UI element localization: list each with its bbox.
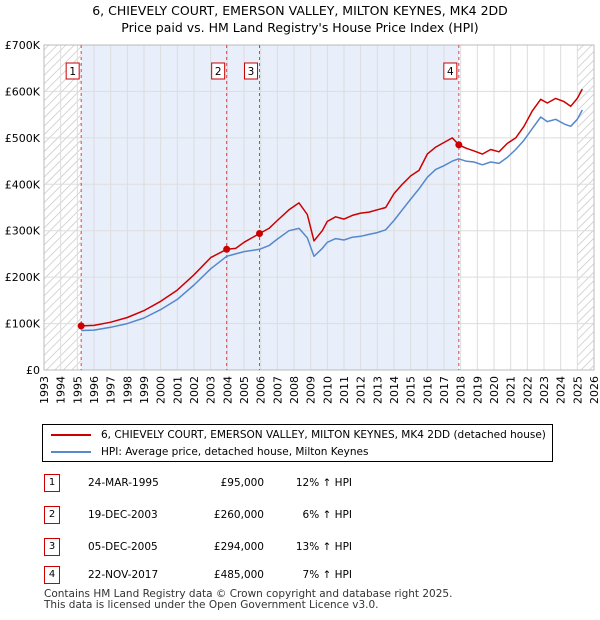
x-tick-label: 1997 <box>105 376 118 404</box>
y-tick-label: £400K <box>5 178 41 191</box>
transaction-hpi: 7% ↑ HPI <box>302 569 352 581</box>
transaction-badge: 2 <box>44 506 60 524</box>
transaction-date: 22-NOV-2017 <box>88 569 159 581</box>
sale-marker-badge <box>65 62 80 80</box>
x-tick-label: 2011 <box>338 376 351 404</box>
x-tick-label: 1994 <box>55 376 68 404</box>
x-tick-label: 2016 <box>421 376 434 404</box>
x-tick-label: 2007 <box>271 376 284 404</box>
legend-swatch-hpi <box>51 451 91 453</box>
y-tick-label: £700K <box>5 39 41 52</box>
x-tick-label: 1993 <box>38 376 51 404</box>
ownership-shading <box>81 45 460 370</box>
transaction-date: 05-DEC-2005 <box>88 541 158 553</box>
transaction-badge: 3 <box>44 538 60 556</box>
x-tick-label: 2001 <box>171 376 184 404</box>
x-tick-label: 2013 <box>371 376 384 404</box>
sale-point <box>256 230 263 237</box>
x-tick-label: 2012 <box>355 376 368 404</box>
plot-frame <box>43 44 595 371</box>
property-price-line <box>81 88 583 327</box>
footer-copyright: Contains HM Land Registry data © Crown c… <box>44 588 453 600</box>
sale-marker-badge <box>211 62 226 80</box>
sale-point <box>223 245 231 253</box>
x-tick-label: 2000 <box>155 376 168 404</box>
x-tick-label: 2002 <box>188 376 201 404</box>
x-tick-label: 2008 <box>288 376 301 404</box>
y-tick-label: £600K <box>5 85 41 98</box>
hpi-line <box>81 109 583 332</box>
transaction-price: £260,000 <box>213 509 264 521</box>
y-tick-label: £100K <box>5 318 41 331</box>
x-tick-label: 2018 <box>455 376 468 404</box>
sale-point <box>77 322 85 330</box>
x-tick-label: 2021 <box>505 376 518 404</box>
transaction-price: £485,000 <box>213 569 264 581</box>
transaction-hpi: 13% ↑ HPI <box>295 541 352 553</box>
transaction-price: £294,000 <box>213 541 264 553</box>
x-tick-label: 2009 <box>305 376 318 404</box>
chart-subtitle: Price paid vs. HM Land Registry's House … <box>121 20 479 35</box>
x-tick-label: 2024 <box>555 376 568 404</box>
legend: 6, CHIEVELY COURT, EMERSON VALLEY, MILTO… <box>42 424 553 462</box>
x-tick-label: 2010 <box>321 376 334 404</box>
footer-licence: This data is licensed under the Open Gov… <box>44 599 379 611</box>
x-tick-label: 2020 <box>488 376 501 404</box>
x-tick-label: 1998 <box>121 376 134 404</box>
sale-marker-badge <box>443 62 458 80</box>
x-tick-label: 2025 <box>571 376 584 404</box>
x-tick-label: 2023 <box>538 376 551 404</box>
legend-item-hpi: HPI: Average price, detached house, Milt… <box>51 444 368 460</box>
sale-marker-label: 2 <box>215 66 222 78</box>
transaction-hpi: 6% ↑ HPI <box>302 509 352 521</box>
y-tick-label: £0 <box>26 364 40 377</box>
transaction-badge: 1 <box>44 474 60 492</box>
x-tick-label: 2003 <box>205 376 218 404</box>
transaction-date: 19-DEC-2003 <box>88 509 158 521</box>
transaction-date: 24-MAR-1995 <box>88 477 159 489</box>
x-tick-label: 2004 <box>221 376 234 404</box>
x-tick-label: 1995 <box>71 376 84 404</box>
transaction-badge: 4 <box>44 566 60 584</box>
hatched-region-before <box>44 45 82 370</box>
x-tick-label: 2019 <box>471 376 484 404</box>
y-tick-label: £500K <box>5 132 41 145</box>
sale-marker-badge <box>244 62 258 80</box>
legend-item-property: 6, CHIEVELY COURT, EMERSON VALLEY, MILTO… <box>51 427 546 443</box>
transaction-hpi: 12% ↑ HPI <box>295 477 352 489</box>
x-tick-label: 2026 <box>588 376 600 404</box>
legend-label-hpi: HPI: Average price, detached house, Milt… <box>101 446 369 458</box>
x-tick-label: 1996 <box>88 376 101 404</box>
legend-label-property: 6, CHIEVELY COURT, EMERSON VALLEY, MILTO… <box>101 429 546 441</box>
chart-title: 6, CHIEVELY COURT, EMERSON VALLEY, MILTO… <box>92 3 508 18</box>
x-tick-label: 2015 <box>405 376 418 404</box>
x-tick-label: 2022 <box>521 376 534 404</box>
sale-point <box>455 141 463 149</box>
y-tick-label: £200K <box>5 271 41 284</box>
hatched-region-after <box>577 45 594 370</box>
x-tick-label: 2005 <box>238 376 251 404</box>
price-chart: 1 2 3 4 £0 £100K £200K £300K £400K £500K £600K £700… <box>5 39 600 404</box>
footer: Contains HM Land Registry data © Crown c… <box>44 589 452 611</box>
transaction-price: £95,000 <box>220 477 264 489</box>
y-tick-label: £300K <box>5 225 41 238</box>
sale-marker-label: 1 <box>69 66 76 78</box>
x-tick-label: 1999 <box>138 376 151 404</box>
x-tick-label: 2006 <box>255 376 268 404</box>
x-tick-label: 2014 <box>388 376 401 404</box>
sale-marker-label: 3 <box>248 66 255 78</box>
x-tick-label: 2017 <box>438 376 451 404</box>
legend-swatch-property <box>51 434 91 436</box>
sale-marker-label: 4 <box>447 66 454 78</box>
